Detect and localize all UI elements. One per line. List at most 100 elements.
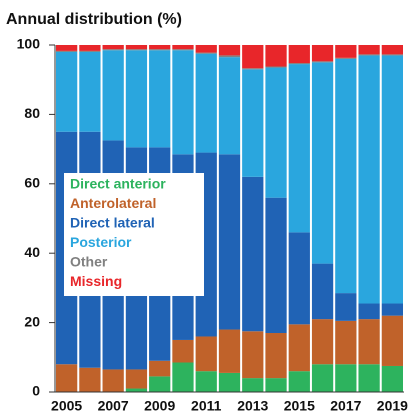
bar-segment (381, 365, 403, 392)
x-tick-label: 2011 (191, 398, 222, 414)
bar-segment (195, 45, 217, 53)
bar-segment (288, 63, 310, 65)
bar-segment (218, 154, 241, 330)
bar-segment (311, 364, 334, 392)
bar-segment (218, 57, 241, 155)
bar-segment (265, 66, 287, 68)
bar-segment (242, 176, 264, 332)
bar-segment (218, 372, 241, 392)
bar-segment (195, 336, 217, 372)
bar-segment (242, 68, 264, 70)
bar-segment (218, 329, 241, 373)
bar-segment (195, 52, 217, 54)
bar-segment (125, 50, 148, 148)
bar-segment (381, 54, 403, 56)
bar-segment (358, 54, 380, 56)
x-tick-label: 2013 (237, 398, 268, 414)
y-tick-label: 100 (17, 36, 41, 52)
bar-segment (56, 45, 78, 51)
bar-segment (311, 319, 334, 365)
bar-segment (242, 331, 264, 379)
bar-segment (311, 45, 334, 62)
bar-segment (125, 369, 148, 389)
bar-segment (265, 197, 287, 334)
chart-title: Annual distribution (%) (6, 11, 182, 28)
bar-segment (358, 55, 380, 304)
legend-label: Direct anterior (70, 176, 166, 192)
bar-segment (79, 45, 101, 51)
legend-box (64, 173, 204, 296)
bar-segment (56, 50, 78, 52)
legend-label: Missing (70, 273, 122, 289)
legend-label: Anterolateral (70, 195, 156, 211)
bar-segment (335, 58, 357, 294)
x-tick-label: 2019 (377, 398, 408, 414)
bar-segment (335, 57, 357, 59)
bar-segment (218, 45, 241, 56)
bar-segment (311, 263, 334, 320)
bar-segment (265, 378, 287, 392)
y-tick-label: 0 (32, 383, 40, 399)
bar-segment (149, 45, 171, 50)
legend-label: Other (70, 254, 108, 270)
bar-segment (358, 364, 380, 392)
bar-segment (172, 45, 194, 50)
bar-segment (288, 232, 310, 325)
bar-segment (172, 339, 194, 363)
bar-segment (335, 293, 357, 321)
bar-segment (335, 364, 357, 392)
bar-segment (149, 360, 171, 377)
bar-segment (102, 369, 124, 392)
bar-segment (149, 49, 171, 51)
bar-segment (381, 315, 403, 366)
bar-segment (149, 376, 171, 392)
bar-segment (172, 49, 194, 51)
bar-segment (381, 303, 403, 316)
bar-segment (172, 362, 194, 392)
bar-segment (288, 45, 310, 64)
legend-label: Direct lateral (70, 215, 155, 231)
bar-segment (242, 69, 264, 177)
y-tick-label: 40 (24, 244, 40, 260)
bar-segment (288, 324, 310, 372)
x-tick-label: 2005 (51, 398, 82, 414)
x-tick-label: 2009 (144, 398, 175, 414)
x-tick-label: 2015 (284, 398, 315, 414)
bar-segment (358, 303, 380, 320)
bar-segment (288, 371, 310, 392)
bar-segment (125, 388, 148, 392)
bar-segment (102, 50, 124, 141)
legend-label: Posterior (70, 234, 132, 250)
bar-segment (56, 51, 78, 132)
bar-segment (335, 320, 357, 365)
x-tick-label: 2017 (330, 398, 361, 414)
y-tick-label: 20 (24, 313, 40, 329)
bar-segment (311, 61, 334, 63)
x-tick-label: 2007 (98, 398, 129, 414)
bar-segment (172, 50, 194, 155)
bar-segment (79, 50, 101, 52)
bar-segment (79, 51, 101, 132)
bar-segment (242, 45, 264, 69)
bar-segment (195, 371, 217, 392)
bar-segment (79, 367, 101, 392)
bar-segment (288, 64, 310, 233)
bar-segment (358, 319, 380, 365)
bar-segment (218, 55, 241, 58)
bar-segment (265, 45, 287, 67)
bar-segment (242, 378, 264, 392)
y-tick-label: 60 (24, 175, 40, 191)
bar-segment (381, 55, 403, 304)
bar-segment (56, 364, 78, 392)
bar-segment (102, 45, 124, 50)
bar-segment (265, 333, 287, 379)
bar-segment (335, 45, 357, 58)
bar-segment (311, 62, 334, 264)
y-tick-label: 80 (24, 105, 40, 121)
bar-segment (195, 53, 217, 153)
bar-segment (358, 45, 380, 55)
bar-segment (102, 49, 124, 51)
bar-segment (149, 50, 171, 148)
bar-segment (125, 49, 148, 51)
